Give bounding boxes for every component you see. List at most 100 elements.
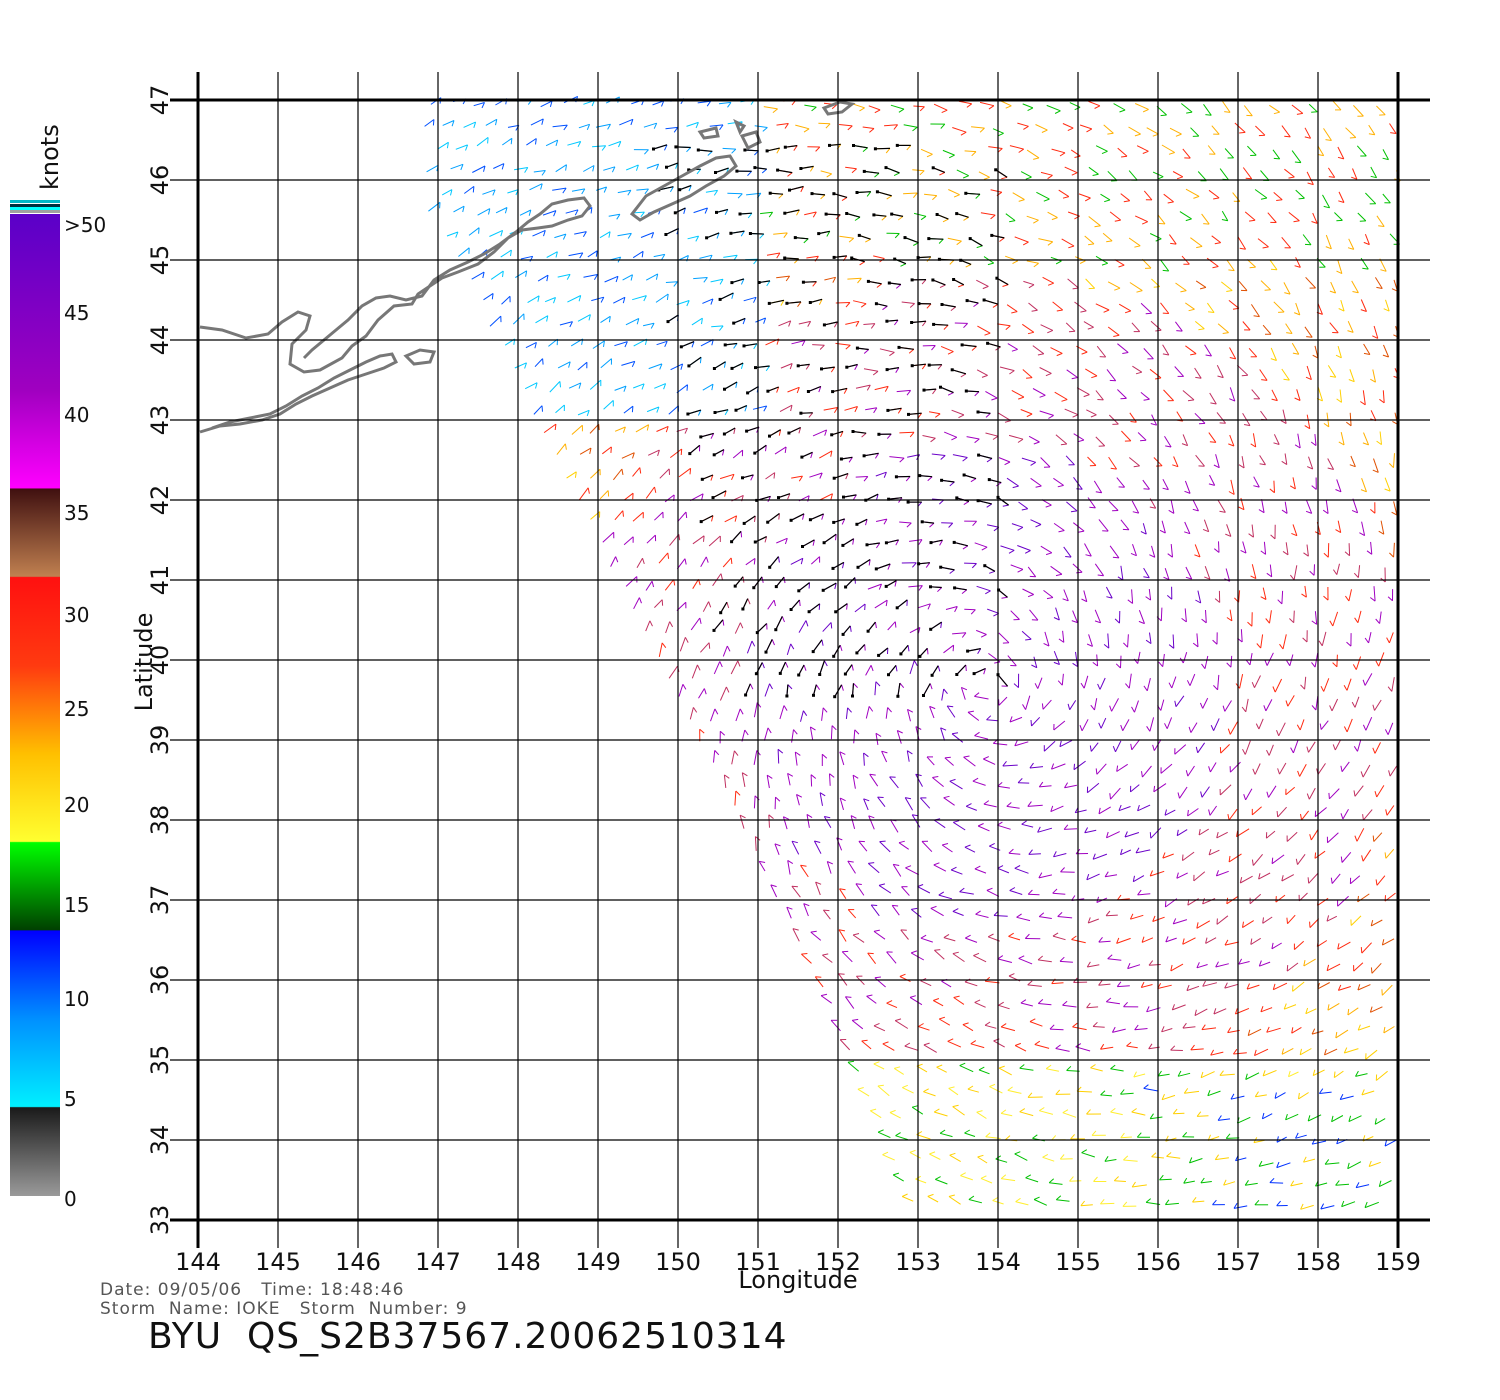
wind-vector-barb — [843, 388, 848, 394]
wind-vector — [1189, 673, 1196, 686]
rain-flag-dot — [950, 368, 954, 372]
wind-vector — [1242, 920, 1254, 929]
wind-vector — [943, 937, 956, 942]
wind-vector-barb — [1189, 1157, 1193, 1164]
wind-vector-barb — [1196, 245, 1203, 249]
wind-vector-barb — [905, 865, 912, 869]
rain-flag-dot — [907, 412, 910, 416]
wind-vector — [839, 1039, 851, 1051]
wind-vector — [1281, 590, 1284, 604]
wind-vector — [889, 456, 905, 459]
wind-vector-barb — [980, 634, 987, 638]
rain-flagged-vector — [843, 494, 857, 498]
wind-vector — [1194, 544, 1201, 558]
wind-vector — [1131, 500, 1140, 514]
wind-vector-barb — [857, 1087, 864, 1090]
wind-vector — [868, 105, 881, 111]
rain-flagged-vector — [930, 621, 942, 630]
wind-vector — [1051, 763, 1066, 770]
wind-vector-barb — [1134, 133, 1141, 137]
wind-vector — [886, 1002, 898, 1009]
wind-vector — [851, 103, 865, 109]
wind-vector — [625, 318, 640, 326]
wind-vector — [1039, 367, 1052, 374]
wind-vector — [1247, 1028, 1262, 1037]
rain-flag-dot — [964, 191, 968, 195]
wind-vector — [1190, 127, 1200, 137]
wind-vector — [692, 579, 699, 589]
wind-vector-barb — [1232, 1048, 1238, 1055]
wind-vector-barb — [894, 319, 899, 326]
rain-flag-dot — [824, 212, 828, 216]
wind-vector-barb — [1223, 1179, 1227, 1186]
rain-flagged-vector — [755, 536, 767, 543]
wind-vector — [1299, 763, 1307, 777]
wind-vector — [743, 296, 757, 302]
wind-vector — [1146, 677, 1151, 691]
wind-vector-barb — [535, 382, 538, 389]
wind-vector-barb — [1052, 932, 1059, 937]
wind-vector — [1129, 282, 1143, 292]
wind-vector-barb — [893, 172, 900, 177]
wind-vector-barb — [1101, 262, 1108, 266]
wind-vector — [1336, 479, 1342, 492]
wind-vector-barb — [956, 240, 962, 246]
wind-vector — [1242, 167, 1253, 180]
rain-flagged-vector — [720, 601, 728, 614]
wind-vector — [939, 1132, 953, 1138]
wind-vector — [1173, 456, 1179, 467]
wind-vector — [896, 730, 902, 744]
wind-vector — [1184, 521, 1191, 534]
wind-vector-barb — [1273, 111, 1280, 115]
wind-vector — [891, 905, 900, 916]
wind-vector-barb — [1228, 269, 1235, 272]
wind-vector-barb — [722, 619, 725, 626]
wind-vector — [967, 711, 980, 721]
wind-vector — [1047, 211, 1058, 219]
wind-vector — [1084, 543, 1092, 557]
wind-vector — [1040, 324, 1054, 331]
wind-vector — [1273, 301, 1285, 313]
wind-vector — [1331, 1115, 1344, 1123]
wind-vector-barb — [855, 883, 862, 885]
wind-vector — [1389, 123, 1397, 134]
rain-flag-dot — [777, 496, 780, 500]
wind-vector — [1325, 234, 1332, 249]
wind-vector — [964, 150, 977, 153]
wind-vector-barb — [653, 122, 658, 129]
wind-vector-barb — [1098, 980, 1103, 986]
rain-flag-dot — [842, 495, 845, 499]
wind-vector-barb — [1162, 269, 1169, 272]
wind-vector-barb — [1329, 375, 1336, 378]
wind-vector-barb — [1304, 425, 1311, 430]
wind-vector-barb — [1087, 326, 1094, 330]
rain-flag-dot — [885, 368, 889, 372]
lon-tick-label: 144 — [175, 1248, 221, 1276]
wind-vector — [985, 390, 998, 399]
wind-vector-barb — [783, 816, 790, 820]
wind-vector — [1260, 170, 1270, 181]
wind-vector — [1242, 321, 1251, 331]
wind-vector — [686, 121, 699, 127]
rain-flag-dot — [718, 297, 722, 301]
wind-vector-barb — [938, 891, 945, 896]
wind-vector — [535, 315, 549, 324]
wind-vector — [752, 405, 767, 410]
wind-vector-barb — [895, 1132, 901, 1137]
rain-flagged-vector — [800, 165, 814, 170]
wind-vector — [838, 929, 847, 942]
wind-vector-barb — [874, 976, 881, 979]
rain-flag-dot — [930, 673, 934, 677]
wind-vector — [1172, 1004, 1186, 1011]
wind-vector — [592, 340, 605, 349]
wind-vector — [1213, 1008, 1227, 1015]
wind-vector — [845, 166, 857, 170]
wind-vector — [896, 389, 911, 393]
rain-flagged-vector — [798, 582, 810, 592]
wind-vector — [980, 212, 996, 216]
wind-vector-barb — [965, 934, 971, 939]
wind-vector-barb — [1047, 174, 1053, 180]
wind-vector — [1292, 477, 1296, 490]
wind-vector-barb — [1112, 746, 1116, 752]
wind-vector — [1281, 236, 1291, 249]
